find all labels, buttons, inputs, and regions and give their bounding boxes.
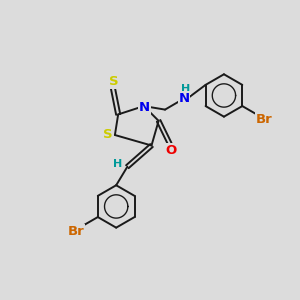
Text: O: O xyxy=(166,144,177,157)
Text: H: H xyxy=(181,84,190,94)
Text: Br: Br xyxy=(68,225,85,238)
Text: H: H xyxy=(113,159,123,170)
Text: Br: Br xyxy=(256,113,272,126)
Text: S: S xyxy=(103,128,112,141)
Text: S: S xyxy=(109,75,118,88)
Text: N: N xyxy=(139,101,150,114)
Text: N: N xyxy=(178,92,190,105)
